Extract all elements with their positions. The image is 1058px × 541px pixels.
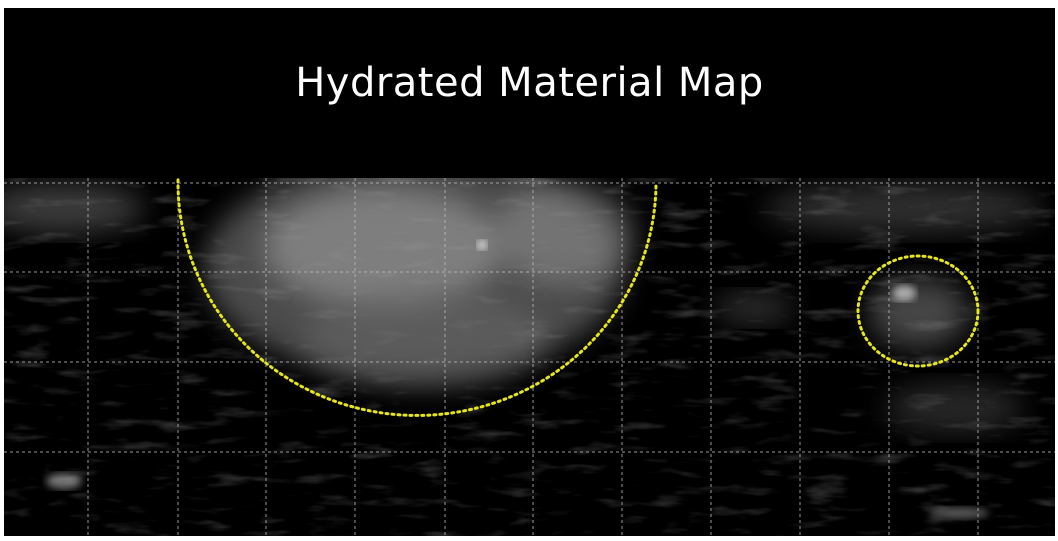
page: Hydrated Material Map (() => { const dat… <box>0 0 1058 541</box>
surface-texture <box>4 158 1055 536</box>
image-frame: Hydrated Material Map <box>4 8 1055 536</box>
title: Hydrated Material Map <box>4 60 1055 106</box>
